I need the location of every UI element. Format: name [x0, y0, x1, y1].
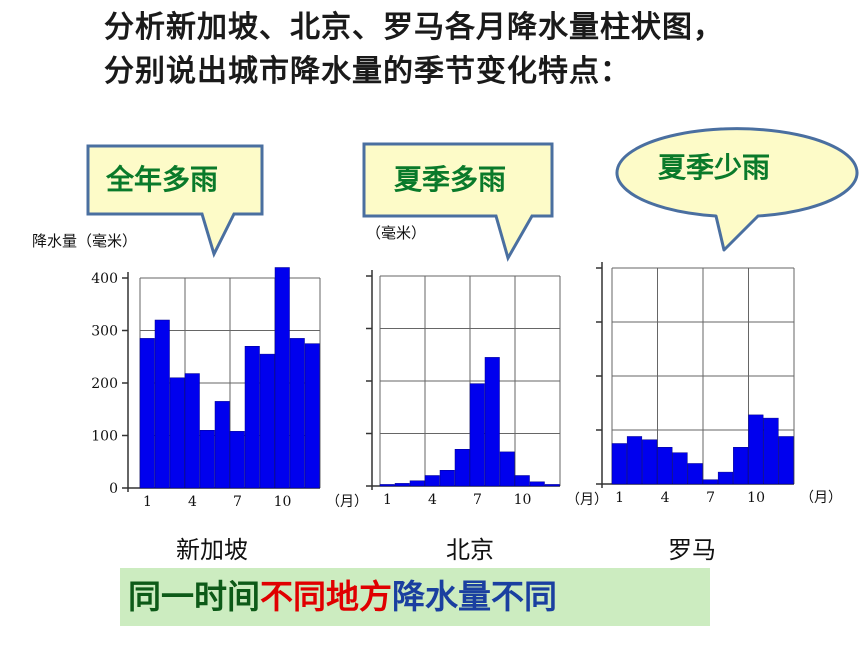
rome-bar	[748, 414, 764, 485]
singapore-y-tick-label: 200	[91, 376, 118, 392]
callout-rome: 夏季少雨	[612, 126, 860, 256]
beijing-bar	[439, 470, 455, 487]
callout-beijing: 夏季多雨	[360, 140, 580, 270]
rome-bar	[672, 452, 688, 485]
singapore-x-tick-label: 10	[274, 494, 292, 510]
singapore-bar	[274, 267, 290, 489]
rome-bar	[687, 463, 703, 485]
beijing-bar	[379, 484, 395, 487]
callout-beijing-text: 夏季多雨	[394, 163, 507, 196]
rome-x-tick-label: 1	[615, 490, 624, 506]
rome-bar	[611, 443, 627, 485]
beijing-bar	[469, 383, 485, 487]
beijing-bar	[409, 480, 425, 487]
rome-bar	[657, 447, 673, 485]
beijing-bar	[484, 357, 500, 487]
rome-bar	[717, 471, 734, 485]
beijing-x-tick-label: （月）	[566, 492, 608, 508]
heading-line-2: 分别说出城市降水量的季节变化特点：	[104, 54, 631, 89]
singapore-bar	[304, 343, 320, 489]
singapore-x-tick-label: 4	[188, 494, 197, 510]
heading: 分析新加坡、北京、罗马各月降水量柱状图， 分别说出城市降水量的季节变化特点：	[104, 6, 724, 94]
rome-bar	[642, 439, 658, 485]
callout-rome-shape	[615, 127, 859, 252]
rome-bar	[626, 436, 643, 485]
singapore-bar	[169, 377, 185, 489]
singapore-bar	[214, 401, 230, 489]
callout-singapore-shape	[86, 144, 264, 259]
singapore-bar	[244, 346, 260, 489]
rome-x-tick-label: 4	[661, 490, 670, 506]
conclusion-part-1: 同一时间	[128, 577, 260, 616]
singapore-bar	[259, 353, 275, 489]
rome-bar	[702, 479, 718, 485]
beijing-bar	[514, 475, 530, 487]
singapore-bar	[289, 338, 305, 489]
city-label-rome: 罗马	[668, 536, 716, 564]
beijing-bar	[424, 475, 440, 487]
callout-singapore-text: 全年多雨	[106, 163, 219, 196]
beijing-x-tick-label: 1	[383, 492, 392, 508]
singapore-bar	[139, 338, 155, 489]
singapore-y-tick-label: 0	[109, 481, 118, 497]
callout-singapore: 全年多雨	[84, 142, 284, 262]
beijing-bar	[499, 451, 515, 487]
singapore-x-tick-label: （月）	[326, 494, 368, 510]
singapore-y-tick-label: 400	[91, 271, 118, 287]
singapore-bar	[199, 430, 215, 489]
callout-rome-text: 夏季少雨	[658, 151, 771, 184]
singapore-x-tick-label: 1	[143, 494, 152, 510]
singapore-y-tick-label: 300	[91, 324, 118, 340]
city-label-beijing: 北京	[446, 536, 494, 564]
beijing-y-axis-label: （毫米）	[366, 224, 426, 242]
conclusion-banner: 同一时间不同地方降水量不同	[120, 568, 710, 626]
conclusion-part-3: 降水量不同	[392, 577, 557, 616]
beijing-bar	[529, 481, 545, 487]
rome-bar	[763, 417, 779, 485]
singapore-x-tick-label: 7	[233, 494, 242, 510]
beijing-bar	[454, 449, 470, 487]
city-label-singapore: 新加坡	[176, 536, 248, 564]
callout-beijing-shape	[362, 142, 554, 262]
heading-line-1: 分析新加坡、北京、罗马各月降水量柱状图，	[104, 10, 724, 45]
singapore-y-tick-label: 100	[91, 429, 118, 445]
beijing-x-tick-label: 7	[473, 492, 482, 508]
rome-x-tick-label: 10	[747, 490, 765, 506]
rome-bar	[733, 447, 749, 485]
conclusion-part-2: 不同地方	[260, 577, 392, 616]
singapore-bar	[184, 373, 200, 489]
beijing-x-tick-label: 4	[428, 492, 437, 508]
rome-x-tick-label: 7	[706, 490, 715, 506]
rome-x-tick-label: （月）	[800, 490, 842, 506]
beijing-bar	[544, 484, 560, 487]
beijing-x-tick-label: 10	[514, 492, 532, 508]
singapore-bar	[229, 431, 245, 489]
rome-bar	[778, 436, 794, 485]
singapore-bar	[154, 319, 170, 489]
beijing-bar	[394, 483, 410, 487]
singapore-y-axis-label: 降水量（毫米）	[32, 232, 137, 250]
